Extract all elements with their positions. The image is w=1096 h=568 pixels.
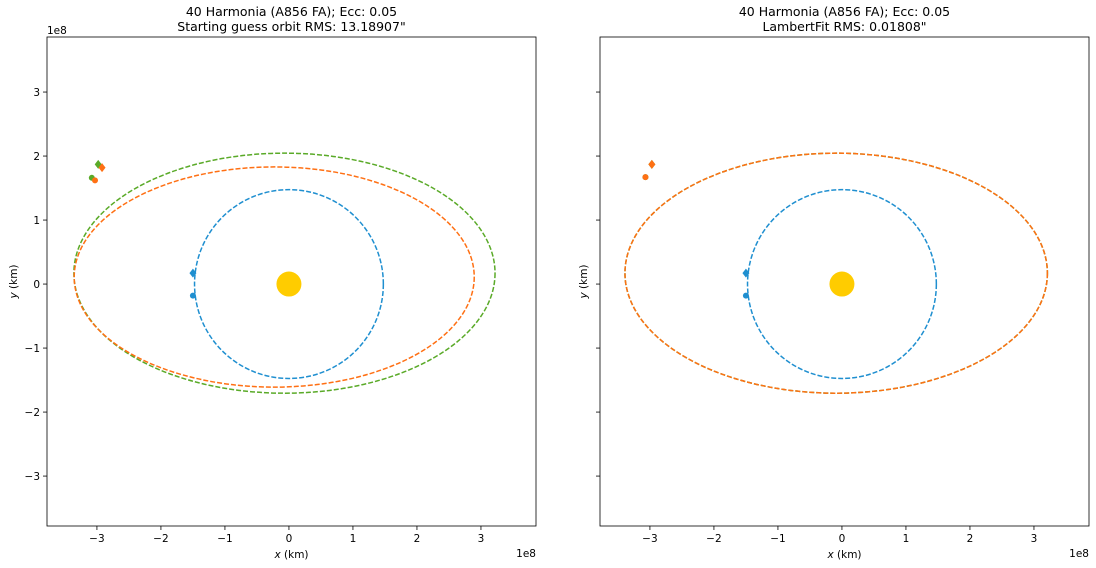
plot-area (624, 152, 1049, 394)
x-tick-label: −1 (217, 533, 232, 545)
orbit-path-1 (746, 188, 938, 380)
y-axis-label-variable: y (578, 292, 590, 300)
x-axis-label-unit: (km) (281, 549, 309, 561)
y-axis-label-unit: (km) (8, 264, 20, 292)
sun-marker (829, 271, 855, 297)
y-tick-label: −1 (25, 343, 40, 355)
x-tick-label: −2 (706, 533, 721, 545)
position-marker-circle-orange (642, 174, 649, 181)
position-marker-circle-orange (92, 177, 99, 184)
x-axis-label-variable: x (826, 549, 834, 561)
x-tick-label: 3 (478, 533, 485, 545)
plot-area (73, 152, 496, 394)
chart-title-line-2: LambertFit RMS: 0.01808" (762, 19, 926, 34)
y-tick-label: 0 (33, 279, 40, 291)
position-marker-diamond-orange (98, 163, 106, 173)
position-marker-diamond-earth (742, 268, 750, 278)
x-axis-label: x (km) (273, 549, 308, 561)
orbit-path-3 (73, 166, 475, 388)
y-axis-label-unit: (km) (578, 264, 590, 292)
x-tick-label: −2 (153, 533, 168, 545)
orbit-path-3 (624, 152, 1049, 394)
y-tick-label: 2 (33, 151, 40, 163)
x-tick-label: 1 (350, 533, 357, 545)
x-tick-label: 0 (839, 533, 846, 545)
y-tick-label: 3 (33, 87, 40, 99)
position-marker-circle-earth (189, 292, 196, 299)
x-tick-label: 2 (414, 533, 421, 545)
x-axis-label: x (km) (826, 549, 861, 561)
y-axis-offset-label: 1e8 (47, 25, 67, 37)
x-tick-label: −1 (770, 533, 785, 545)
y-tick-label: −3 (25, 471, 40, 483)
position-marker-circle-earth (742, 292, 749, 299)
y-axis-label: y (km) (8, 264, 20, 299)
x-tick-label: 2 (967, 533, 974, 545)
sun-marker (276, 271, 302, 297)
axes-frame (46, 36, 537, 527)
x-tick-label: 3 (1031, 533, 1038, 545)
chart-panel-1: −3 −2 −1 0 1 2 3 −3 −2 −1 0 1 2 3 40 Harmonia (A856 FA… (8, 4, 537, 561)
chart-title-line-2: Starting guess orbit RMS: 13.18907" (177, 19, 405, 34)
y-axis-label-variable: y (8, 292, 20, 300)
chart-title-line-1: 40 Harmonia (A856 FA); Ecc: 0.05 (739, 4, 950, 19)
x-tick-label: −3 (642, 533, 657, 545)
position-marker-diamond-earth (189, 268, 197, 278)
x-tick-label: 0 (286, 533, 293, 545)
x-axis-label-unit: (km) (834, 549, 862, 561)
y-axis-label: y (km) (578, 264, 590, 299)
x-axis-offset-label: 1e8 (516, 548, 536, 560)
chart-panel-2: −3 −2 −1 0 1 2 3 40 Harmonia (A856 FA); Ecc: 0.… (578, 4, 1090, 561)
x-axis-offset-label: 1e8 (1069, 548, 1089, 560)
axes-frame (599, 36, 1090, 527)
x-tick-label: 1 (903, 533, 910, 545)
x-axis-label-variable: x (273, 549, 281, 561)
y-tick-label: −2 (25, 407, 40, 419)
y-tick-label: 1 (33, 215, 40, 227)
chart-title-line-1: 40 Harmonia (A856 FA); Ecc: 0.05 (186, 4, 397, 19)
position-marker-diamond-orange (648, 159, 656, 169)
orbit-path-1 (193, 188, 385, 380)
x-tick-label: −3 (89, 533, 104, 545)
